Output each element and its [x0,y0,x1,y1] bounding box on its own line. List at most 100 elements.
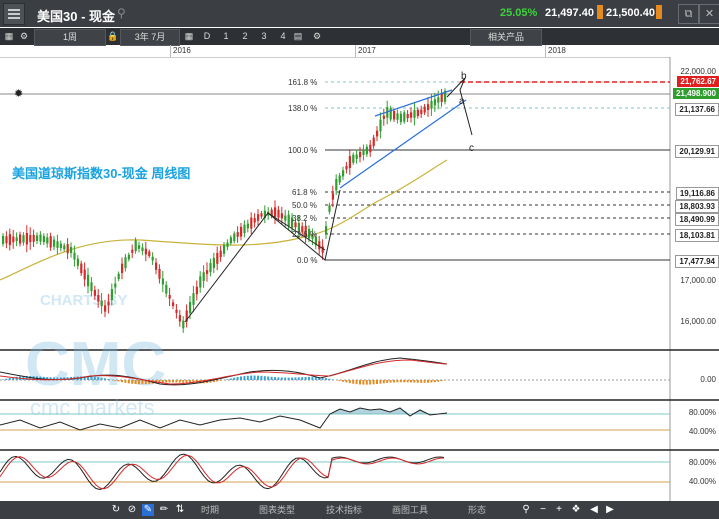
rsi-axis-label: 80.00% [688,408,716,417]
bottom-bar: ↻ ⊘ ✎ ✏ ⇅ 时期 图表类型 技术指标 画图工具 形态 ⚲ − + ❖ ◀… [0,501,719,519]
table-icon[interactable]: ▦ [4,31,14,41]
change-percent: 25.05% [500,7,538,19]
macd-bar [294,377,297,380]
price-chart[interactable]: CHARTS BY CMC cmc markets 美国道琼斯指数30-现金 周… [0,0,719,501]
bid-price[interactable]: 21,497.40 [545,7,594,19]
macd-bar [318,377,321,380]
settings-icon[interactable]: ⚙ [19,31,29,41]
ruler-icon[interactable]: ✏ [159,504,169,515]
cancel-icon[interactable]: ⊘ [127,504,137,515]
menu-drawing-tools[interactable]: 画图工具 [392,505,429,515]
candle-body [2,235,5,244]
candle-body [444,90,447,102]
macd-bar [168,380,171,383]
candle-body [250,217,253,229]
macd-bar [420,380,423,383]
pencil-icon[interactable]: ✎ [142,504,154,516]
macd-bar [314,376,317,380]
draw-item-2[interactable]: 2 [242,31,248,41]
menu-button[interactable] [3,3,25,25]
instrument-title: 美国30 - 现金 [37,9,116,24]
candle-body [331,193,334,200]
candle-body [352,154,355,163]
scroll-left-icon[interactable]: ◀ [590,504,598,515]
candle-body [321,246,324,253]
draw-item-1[interactable]: 1 [223,31,229,41]
range-select[interactable]: 3年 7月 [120,29,180,46]
search-icon[interactable]: ⚲ [117,6,126,20]
macd-bar [403,380,406,383]
calendar-icon[interactable]: ▦ [184,31,194,41]
ask-price[interactable]: 21,500.40 [606,7,655,19]
macd-bar [355,380,358,385]
macd-bar [359,380,361,385]
candle-body [185,310,188,322]
zoom-in-icon[interactable]: + [556,504,562,515]
interval-select[interactable]: 1周 [34,29,106,46]
zoom-out-icon[interactable]: − [540,504,546,515]
macd-bar [90,376,93,380]
refresh-icon[interactable]: ↻ [111,504,121,515]
candle-body [335,179,338,191]
green-price-tag: 21,498.900 [672,88,719,99]
draw-item-3[interactable]: 3 [261,31,267,41]
template-icon[interactable]: ▤ [293,31,303,41]
scroll-right-icon[interactable]: ▶ [606,504,614,515]
candle-body [121,263,124,274]
fit-icon[interactable]: ❖ [571,504,581,515]
macd-bar [148,380,151,384]
year-timeline: 2016 2017 2018 [0,45,670,58]
menu-period[interactable]: 时期 [201,505,220,515]
macd-bar [406,380,409,383]
candle-body [172,302,175,306]
popout-icon[interactable]: ⧉ [678,4,699,24]
wave-label-b: b [461,71,467,82]
wave-label-c: c [469,143,474,154]
search-icon[interactable]: ⚲ [522,504,530,515]
candle-body [19,234,22,244]
candle-body [175,309,178,313]
menu-chart-type[interactable]: 图表类型 [259,505,296,515]
lock-icon[interactable]: 🔒 [107,31,119,41]
macd-bar [114,380,117,381]
measure-icon[interactable]: ⇅ [175,504,185,515]
candle-body [155,262,158,270]
gear-icon[interactable]: ⚙ [312,31,322,41]
macd-bar [270,376,273,380]
candle-body [301,226,304,233]
menu-patterns[interactable]: 形态 [468,505,487,515]
rsi-panel [0,407,670,431]
candle-body [117,273,120,280]
macd-bar [25,376,28,380]
candle-body [382,115,385,119]
candle-body [372,137,375,147]
macd-bar [100,377,103,380]
macd-bar [389,380,392,383]
macd-bar [5,378,8,380]
candle-body [427,104,430,111]
close-icon[interactable]: ✕ [699,4,719,24]
macd-bar [212,380,215,383]
candle-body [314,236,317,246]
macd-bar [430,380,433,383]
menu-indicators[interactable]: 技术指标 [326,505,363,515]
candle-body [277,209,280,218]
fib-levels[interactable] [325,81,670,261]
candle-body [389,108,392,120]
year-label: 2016 [173,46,191,55]
macd-bar [83,376,86,380]
axis-label: 18,103.81 [675,229,719,242]
candle-body [73,252,76,260]
draw-item-4[interactable]: 4 [280,31,286,41]
candle-body [393,110,396,120]
macd-bar [372,380,375,385]
macd-bar [219,380,222,381]
macd-bar [49,377,52,380]
macd-bar [8,378,11,380]
candle-body [66,244,69,254]
candle-body [369,144,372,153]
crosshair-icon[interactable]: ✹ [14,88,23,100]
related-products-button[interactable]: 相关产品 [470,29,542,46]
draw-item-d[interactable]: D [203,31,211,41]
wave-lines[interactable] [184,77,473,323]
